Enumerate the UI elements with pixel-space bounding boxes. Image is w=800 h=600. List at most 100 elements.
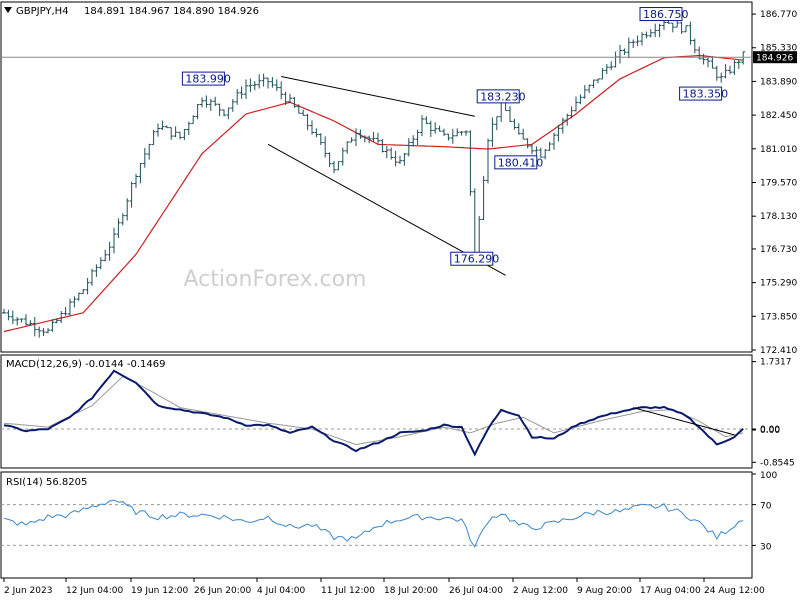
candle [393, 150, 398, 167]
candle [151, 129, 156, 146]
candle [222, 109, 226, 117]
rsi-y-axis: 100 70 30 [752, 471, 777, 552]
candle [208, 98, 213, 111]
price-annotation: 180.410 [494, 155, 543, 170]
candle [116, 218, 121, 238]
candle [420, 115, 424, 137]
candle [261, 73, 266, 87]
candle [560, 117, 565, 134]
candle [587, 84, 592, 94]
candle [239, 86, 244, 99]
x-tick-label: 19 Jun 12:00 [131, 586, 188, 596]
svg-text:186.750: 186.750 [643, 8, 689, 21]
candle [6, 309, 11, 321]
candle [415, 129, 420, 145]
candle [516, 123, 521, 135]
candle [301, 109, 306, 116]
candle [450, 128, 455, 144]
candle [376, 132, 380, 144]
svg-text:176.290: 176.290 [454, 253, 500, 266]
candle [217, 103, 222, 117]
macd-tick-label: -0.8545 [760, 458, 795, 468]
candle [714, 65, 719, 81]
candle [464, 130, 468, 136]
candle [741, 51, 746, 65]
x-tick-label: 26 Jun 20:00 [194, 586, 251, 596]
candle [226, 107, 231, 120]
candle [719, 72, 724, 83]
candle [248, 78, 253, 93]
x-tick-label: 17 Aug 04:00 [640, 586, 701, 596]
candle [85, 277, 90, 295]
rsi-label: RSI(14) 56.8205 [6, 477, 87, 488]
candle [596, 78, 600, 84]
candle [296, 104, 301, 114]
candle [569, 106, 574, 119]
svg-text:183.350: 183.350 [683, 88, 729, 101]
x-tick-label: 26 Jul 04:00 [449, 586, 503, 596]
candle [173, 126, 178, 138]
price-tick-label: 175.290 [760, 279, 797, 289]
candle [442, 128, 446, 136]
candle [283, 91, 288, 105]
candle [2, 308, 6, 314]
candle [178, 131, 182, 140]
candle [648, 29, 653, 38]
price-tick-label: 181.010 [760, 145, 797, 155]
x-tick-label: 24 Aug 12:00 [704, 586, 765, 596]
candle [701, 53, 706, 65]
current-price-tag: 184.926 [753, 51, 797, 64]
macd-panel-frame [0, 354, 753, 469]
candle [270, 77, 275, 88]
candle [406, 138, 411, 157]
candle [631, 39, 636, 48]
candle [24, 314, 28, 326]
candle [494, 116, 499, 131]
candle [340, 147, 345, 166]
candle [10, 310, 15, 325]
x-tick-label: 18 Jul 20:00 [384, 586, 438, 596]
candle [191, 115, 196, 125]
candle [103, 249, 108, 262]
candle [653, 23, 658, 38]
candle [433, 122, 438, 134]
candle [384, 145, 389, 159]
macd-label: MACD(12,26,9) -0.0144 -0.1469 [6, 359, 166, 370]
candle [437, 125, 442, 132]
candle [318, 133, 323, 146]
candle [670, 22, 675, 33]
candle [204, 95, 209, 108]
candle [134, 173, 138, 188]
candle [90, 268, 94, 286]
candle [107, 241, 112, 261]
candle [129, 181, 134, 208]
candle [257, 74, 262, 89]
candle [314, 128, 319, 138]
candle [345, 141, 350, 154]
moving-average [3, 54, 744, 333]
price-tick-label: 185.330 [760, 44, 797, 54]
candle [354, 128, 358, 147]
x-tick-label: 2 Jun 2023 [4, 586, 52, 596]
candle [657, 23, 662, 38]
price-tick-label: 176.730 [760, 245, 797, 255]
candle [547, 141, 552, 151]
price-tick-label: 178.130 [760, 212, 797, 222]
candle [398, 155, 402, 165]
candle [710, 56, 715, 69]
x-tick-label: 9 Aug 20:00 [577, 586, 632, 596]
x-tick-label: 11 Jul 12:00 [321, 586, 375, 596]
candle [94, 264, 99, 277]
candle [54, 318, 59, 324]
candle [37, 326, 42, 338]
candle [578, 94, 583, 105]
candle [428, 120, 433, 137]
candle [200, 97, 204, 108]
candle [490, 117, 495, 147]
candle [98, 257, 103, 270]
svg-text:183.230: 183.230 [480, 90, 526, 103]
candle [565, 113, 570, 126]
candle [556, 124, 561, 142]
ohlc-label: 184.891 184.967 184.890 184.926 [84, 6, 259, 17]
